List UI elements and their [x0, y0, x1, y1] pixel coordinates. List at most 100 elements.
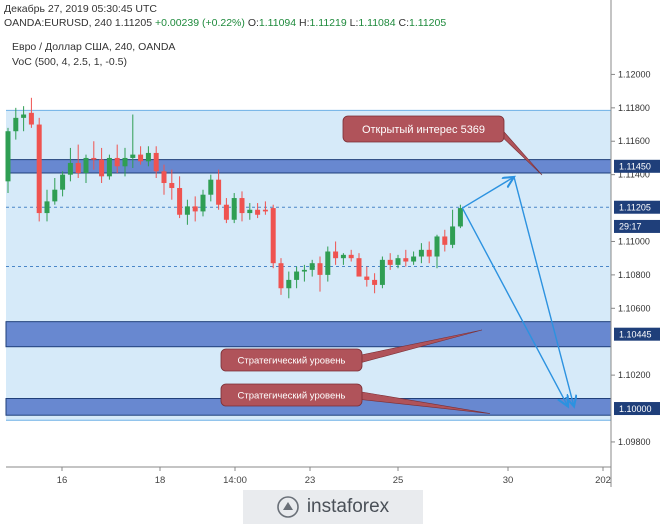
candle-body — [208, 179, 214, 195]
candle — [379, 256, 385, 289]
candle — [239, 191, 245, 222]
level-zone-2 — [5, 321, 612, 348]
header-open-value: 1.11094 — [258, 17, 297, 29]
candle-body — [239, 198, 245, 214]
price-tick-label: 1.10800 — [618, 270, 651, 280]
candle — [153, 146, 159, 178]
candle-body — [44, 201, 50, 214]
candle — [294, 266, 300, 289]
candle — [28, 97, 34, 128]
candle-body — [138, 154, 144, 162]
candle-body — [333, 251, 339, 259]
sr-band — [6, 110, 611, 421]
candle-body — [60, 174, 66, 190]
header-change: +0.00239 (+0.22%) — [154, 17, 245, 29]
candle-body — [356, 258, 362, 277]
candle — [418, 243, 424, 264]
price-tick-label: 1.11400 — [618, 170, 650, 180]
candle-body — [13, 117, 19, 132]
candle-body — [426, 249, 432, 257]
candle — [208, 174, 214, 202]
candle-body — [270, 208, 276, 264]
candle-body — [28, 112, 34, 125]
candle-body — [364, 276, 370, 280]
price-badge-label: 1.11205 — [619, 203, 651, 213]
callout-box — [220, 383, 363, 407]
candle — [114, 144, 120, 173]
header-close-label: C: — [398, 17, 410, 29]
date-tick-label: 25 — [393, 475, 404, 486]
candle-body — [286, 279, 292, 289]
candle — [13, 107, 19, 140]
candle-body — [83, 157, 89, 173]
candle — [75, 144, 81, 178]
candle — [200, 189, 206, 217]
legend-indicator: VoC (500, 4, 2.5, 1, -0.5) — [12, 56, 127, 68]
date-tick-label: 18 — [155, 475, 166, 486]
candle — [309, 259, 315, 277]
candle — [450, 209, 456, 249]
price-badge-label: 1.10445 — [619, 329, 652, 339]
date-tick-label: 14:00 — [223, 475, 247, 486]
candle-body — [231, 198, 237, 220]
candle — [161, 164, 167, 195]
candle-body — [317, 263, 323, 275]
candle — [372, 273, 378, 294]
price-tick-label: 1.12000 — [618, 69, 651, 79]
candle-body — [418, 249, 424, 257]
candle — [411, 251, 417, 265]
instaforex-watermark: instaforex — [243, 490, 423, 524]
candle-body — [177, 188, 183, 215]
candle-body — [411, 256, 417, 262]
header-quote: OANDA:EURUSD, 240 1.11205 +0.00239 (+0.2… — [4, 16, 446, 30]
date-tick-label: 30 — [503, 475, 514, 486]
candle-body — [223, 204, 229, 220]
candle — [333, 241, 339, 265]
callout-box — [342, 115, 505, 143]
price-badge-label: 1.11450 — [619, 162, 651, 172]
candle-body — [169, 183, 175, 189]
candle-body — [216, 179, 222, 205]
candle — [395, 254, 401, 269]
header-low-label: L: — [349, 17, 359, 29]
candle — [231, 193, 237, 224]
candle — [60, 171, 66, 197]
candle-body — [130, 154, 136, 158]
candle-body — [145, 152, 151, 162]
candle-body — [153, 152, 159, 172]
candle — [325, 246, 331, 282]
candle — [348, 249, 354, 262]
candle-body — [387, 259, 393, 265]
candle — [301, 264, 307, 282]
price-tick-label: 1.11600 — [618, 136, 650, 146]
candle — [340, 253, 346, 265]
candle-body — [457, 208, 463, 227]
candle — [44, 189, 50, 222]
candle — [270, 204, 276, 269]
candle-body — [255, 209, 261, 215]
callout-text: Стратегический уровень — [238, 355, 346, 366]
header-high-label: H: — [299, 17, 310, 29]
candle — [356, 253, 362, 277]
candle-body — [403, 258, 409, 262]
candle — [247, 203, 253, 220]
candle-body — [294, 271, 300, 280]
candle-body — [301, 269, 307, 272]
candle — [223, 198, 229, 224]
candle — [169, 169, 175, 200]
header-datetime: Декабрь 27, 2019 05:30:45 UTC — [4, 3, 158, 15]
candle-body — [21, 114, 27, 118]
price-badge-label: 29:17 — [619, 222, 642, 232]
candle-body — [75, 162, 81, 173]
price-badge-label: 1.10000 — [619, 404, 652, 414]
callout-text: Открытый интерес 5369 — [362, 124, 485, 136]
candle — [387, 253, 393, 270]
price-tick-label: 1.11000 — [618, 236, 650, 246]
candle — [457, 204, 463, 229]
candle-body — [325, 251, 331, 275]
forecast-arrow-down-right — [513, 176, 574, 407]
candle — [364, 266, 370, 287]
candle-body — [348, 254, 354, 259]
candle — [5, 127, 11, 194]
